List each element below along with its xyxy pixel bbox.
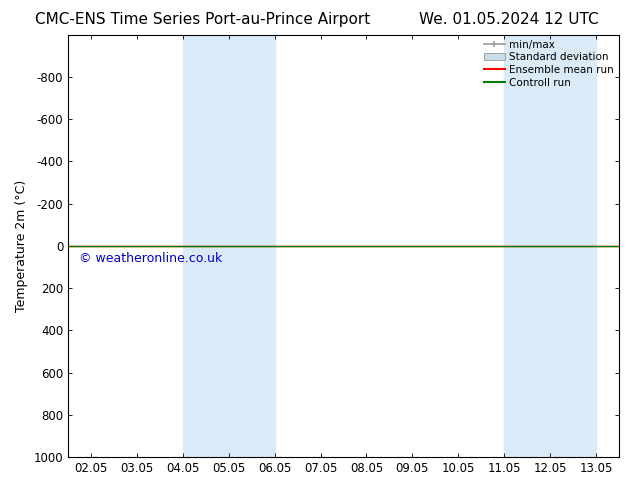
Text: CMC-ENS Time Series Port-au-Prince Airport          We. 01.05.2024 12 UTC: CMC-ENS Time Series Port-au-Prince Airpo… xyxy=(36,12,598,27)
Y-axis label: Temperature 2m (°C): Temperature 2m (°C) xyxy=(15,180,28,312)
Title: CMC-ENS Time Series Port-au-Prince Airport     We. 01.05.2024 12 UTC: CMC-ENS Time Series Port-au-Prince Airpo… xyxy=(0,489,1,490)
Bar xyxy=(183,35,275,457)
Bar xyxy=(504,35,596,457)
Text: © weatheronline.co.uk: © weatheronline.co.uk xyxy=(79,252,223,265)
Legend: min/max, Standard deviation, Ensemble mean run, Controll run: min/max, Standard deviation, Ensemble me… xyxy=(482,38,616,90)
